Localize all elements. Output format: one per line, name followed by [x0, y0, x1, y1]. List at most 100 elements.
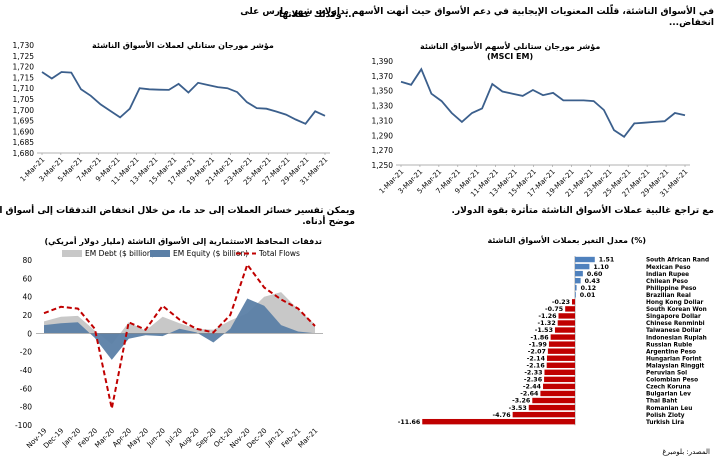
- bar-14: [546, 355, 575, 361]
- category-label-18: Czech Koruna: [646, 385, 691, 391]
- data-label-4: 0.12: [581, 285, 597, 292]
- data-label-6: -0.23: [552, 299, 570, 306]
- data-label-20: -3.26: [512, 398, 531, 405]
- chart3-title: تدفقات المحافظ الاستثمارية إلى الأسواق ا…: [44, 237, 322, 246]
- chart1-subtitle: (MSCI EM): [487, 52, 534, 61]
- bar-2: [575, 270, 583, 277]
- bar-1: [575, 263, 590, 270]
- y-tick-label-fx: 1,725: [13, 52, 35, 61]
- y-tick-label-fx: 1,680: [13, 149, 35, 158]
- y-tick-label-msci: 1,330: [372, 102, 394, 111]
- category-label-23: Turkish Lira: [646, 420, 684, 426]
- legend-swatch-0: [62, 250, 82, 257]
- category-label-17: Colombian Peso: [646, 378, 698, 384]
- y-tick-label-flows: -80: [20, 403, 32, 412]
- bar-5: [575, 292, 576, 298]
- bar-12: [548, 341, 575, 347]
- data-label-17: -2.36: [524, 377, 543, 384]
- y-tick-label-fx: 1,705: [13, 95, 35, 104]
- data-label-9: -1.32: [538, 320, 556, 327]
- data-label-22: -4.76: [492, 412, 511, 419]
- category-label-16: Peruvian Sol: [646, 371, 687, 377]
- data-label-13: -2.07: [528, 348, 546, 355]
- y-tick-label-msci: 1,270: [372, 146, 394, 155]
- bar-19: [540, 390, 575, 397]
- legend-label-2: Total Flows: [258, 249, 300, 258]
- category-label-14: Hungarian Forint: [646, 356, 702, 362]
- bar-9: [557, 320, 575, 326]
- y-tick-label-msci: 1,250: [372, 161, 394, 170]
- chart2-title: مؤشر مورجان ستانلي لعملات الأسواق الناشئ…: [92, 41, 274, 50]
- y-tick-label-fx: 1,695: [13, 117, 35, 126]
- category-label-22: Polish Zloty: [646, 413, 685, 419]
- mid-left-line1: ويمكن تفسير خسائر العملات إلى حد ما، من …: [0, 206, 355, 216]
- y-tick-label-msci: 1,290: [372, 131, 394, 140]
- data-label-23: -11.66: [398, 419, 421, 426]
- category-label-1: Mexican Peso: [646, 265, 691, 271]
- data-label-15: -2.16: [527, 362, 546, 369]
- area-em-equity: [44, 298, 315, 360]
- intro-left: ... وكذلك عملاتها: [278, 10, 355, 20]
- bar-11: [550, 334, 575, 340]
- y-tick-label-fx: 1,685: [13, 138, 35, 147]
- data-label-14: -2.14: [527, 355, 546, 362]
- bar-17: [544, 376, 575, 383]
- data-label-21: -3.53: [509, 405, 527, 412]
- y-tick-label-fx: 1,710: [13, 84, 35, 93]
- y-tick-label-flows: 20: [22, 311, 32, 320]
- y-tick-label-msci: 1,370: [372, 72, 394, 81]
- category-label-10: Taiwanese Dollar: [646, 328, 702, 334]
- legend-swatch-1: [150, 250, 170, 257]
- category-label-5: Brazilian Real: [646, 293, 691, 299]
- bar-22: [512, 411, 575, 418]
- bar-0: [575, 256, 595, 263]
- bar-4: [575, 285, 577, 291]
- chart4-title: معدل التغير بعملات الأسواق الناشئة (%): [487, 236, 647, 245]
- bar-6: [571, 299, 575, 305]
- y-tick-label-msci: 1,390: [372, 57, 394, 66]
- category-label-4: Philippine Peso: [646, 286, 696, 292]
- y-tick-label-flows: -60: [20, 384, 32, 393]
- category-label-21: Romanian Leu: [646, 406, 692, 412]
- category-label-9: Chinese Renminbi: [646, 321, 705, 327]
- bar-20: [532, 397, 575, 404]
- y-tick-label-fx: 1,715: [13, 73, 35, 82]
- source-note: المصدر: بلومبرغ: [662, 448, 710, 456]
- data-label-5: 0.01: [580, 292, 596, 299]
- legend-label-1: EM Equity ($ billion): [173, 249, 248, 258]
- y-tick-label-msci: 1,310: [372, 116, 394, 125]
- legend-label-0: EM Debt ($ billion): [85, 249, 155, 258]
- intro-right-line1: في الأسواق الناشئة، قلّلت المعنويات الإي…: [240, 7, 714, 17]
- mid-left-line2: موضح أدناه.: [302, 217, 355, 227]
- y-tick-label-flows: -40: [20, 366, 32, 375]
- category-label-3: Chilean Peso: [646, 279, 688, 285]
- chart1-title: مؤشر مورجان ستانلي لأسهم الأسواق الناشئة: [420, 42, 601, 51]
- category-label-20: Thai Baht: [646, 399, 677, 405]
- data-label-16: -2.33: [524, 370, 542, 377]
- data-label-10: -1.53: [535, 327, 553, 334]
- series-line-fx: [41, 71, 326, 125]
- y-tick-label-flows: 40: [22, 293, 32, 302]
- x-tick-label-flows: Jun-20: [145, 427, 167, 449]
- y-tick-label-fx: 1,720: [13, 63, 35, 72]
- bar-18: [543, 383, 575, 390]
- category-label-12: Russian Ruble: [646, 342, 692, 348]
- data-label-1: 1.10: [593, 264, 609, 271]
- bar-16: [544, 369, 575, 376]
- bar-15: [546, 362, 575, 368]
- y-tick-label-flows: -20: [20, 348, 32, 357]
- data-label-18: -2.44: [523, 384, 542, 391]
- series-line-msci: [400, 67, 686, 139]
- data-label-19: -2.64: [520, 391, 539, 398]
- y-tick-label-flows: -100: [15, 421, 32, 430]
- bar-23: [422, 418, 575, 425]
- y-tick-label-fx: 1,690: [13, 127, 35, 136]
- data-label-3: 0.43: [585, 278, 601, 285]
- data-label-8: -1.26: [538, 313, 557, 320]
- category-label-19: Bulgarian Lev: [646, 392, 691, 398]
- bar-13: [547, 348, 575, 354]
- bar-10: [554, 327, 575, 333]
- category-label-15: Malaysian Ringgit: [646, 363, 705, 369]
